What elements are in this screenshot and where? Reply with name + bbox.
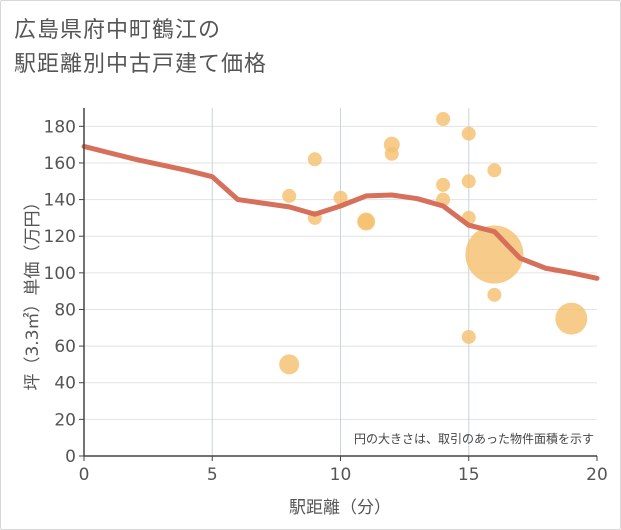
data-point	[436, 111, 451, 126]
data-point	[461, 174, 476, 189]
x-tick-label: 5	[207, 465, 218, 485]
y-tick-label: 120	[44, 227, 76, 247]
x-axis-label: 駅距離（分）	[289, 498, 391, 518]
y-tick-label: 140	[44, 191, 76, 211]
chart-title: 広島県府中町鶴江の 駅距離別中古戸建て価格	[14, 14, 267, 82]
data-point	[465, 225, 524, 284]
data-point	[333, 190, 348, 205]
trend	[81, 143, 600, 281]
bubbles	[279, 111, 588, 375]
data-point	[487, 163, 502, 178]
title-line-1: 広島県府中町鶴江の	[14, 18, 222, 43]
x-tick-label: 20	[586, 465, 608, 485]
x-tick-label: 15	[458, 465, 480, 485]
data-point	[461, 329, 476, 344]
trend-line	[81, 143, 600, 281]
y-tick-label: 0	[65, 447, 76, 467]
data-point	[358, 213, 375, 230]
grid	[84, 108, 597, 456]
data-point	[282, 188, 297, 203]
data-point	[279, 354, 300, 375]
data-point	[384, 146, 399, 161]
y-tick-label: 20	[54, 410, 76, 430]
y-tick-label: 180	[44, 117, 76, 137]
data-point	[487, 287, 502, 302]
data-point	[307, 152, 322, 167]
y-tick-label: 80	[54, 300, 76, 320]
x-tick-label: 0	[79, 465, 90, 485]
y-axis-label: 坪（3.3㎡）単価（万円）	[23, 193, 43, 390]
data-point	[461, 126, 476, 141]
size-note: 円の大きさは、取引のあった物件面積を示す	[354, 431, 594, 446]
data-point	[555, 302, 588, 335]
y-tick-label: 60	[54, 337, 76, 357]
y-tick-label: 100	[44, 264, 76, 284]
title-line-2: 駅距離別中古戸建て価格	[14, 52, 268, 77]
axes: 0 20 40 60 80 100 120 140 160 180 0 5 10 15 20	[44, 108, 608, 485]
data-point	[436, 177, 451, 192]
x-tick-label: 10	[330, 465, 352, 485]
y-tick-label: 40	[54, 374, 76, 394]
y-tick-label: 160	[44, 154, 76, 174]
